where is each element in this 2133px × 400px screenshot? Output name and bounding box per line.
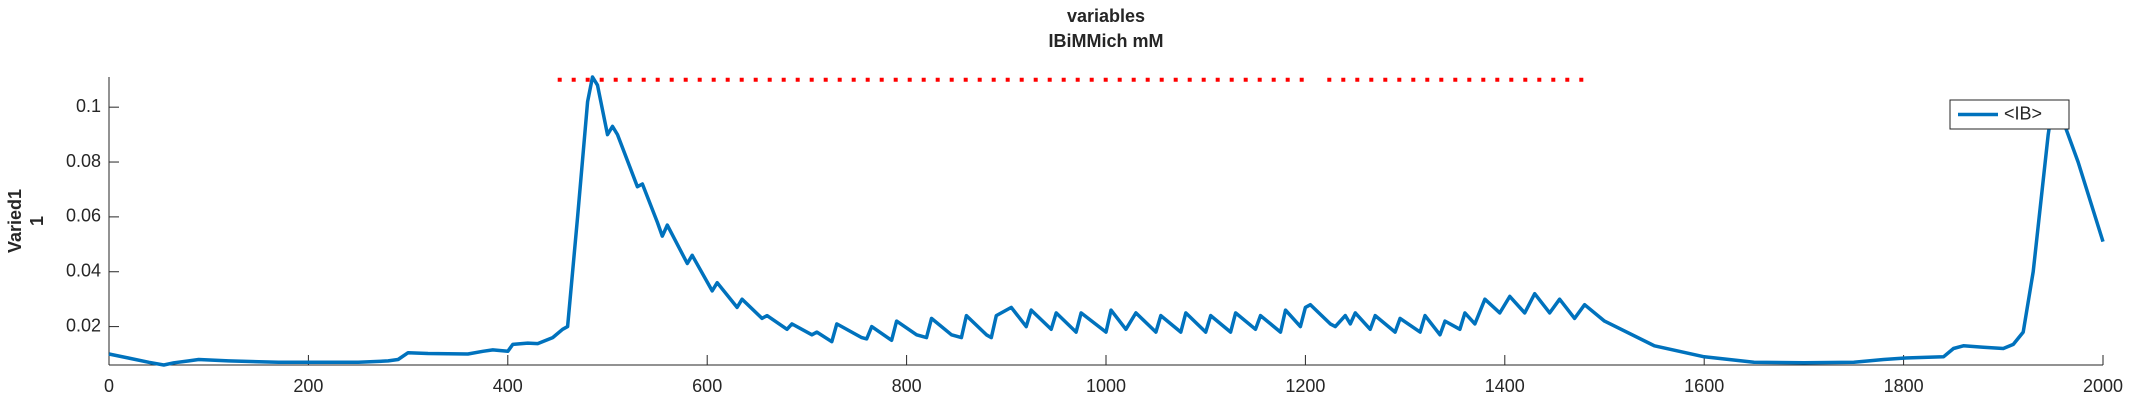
x-tick-label: 0 bbox=[104, 376, 114, 396]
y-label-line: 1 bbox=[27, 216, 47, 226]
x-tick-label: 600 bbox=[692, 376, 722, 396]
data-line bbox=[108, 75, 2105, 367]
x-tick-label: 400 bbox=[493, 376, 523, 396]
chart-title: IBiMMich mM bbox=[1049, 31, 1164, 51]
chart-title: variables bbox=[1067, 6, 1145, 26]
x-tick-label: 1400 bbox=[1485, 376, 1525, 396]
y-tick-label: 0.02 bbox=[66, 315, 101, 335]
y-label-line: Varied1 bbox=[5, 189, 25, 253]
legend-label: <IB> bbox=[2004, 103, 2042, 123]
y-tick-label: 0.06 bbox=[66, 206, 101, 226]
x-tick-label: 2000 bbox=[2083, 376, 2123, 396]
x-tick-label: 1000 bbox=[1086, 376, 1126, 396]
x-tick-label: 1600 bbox=[1684, 376, 1724, 396]
x-tick-label: 1200 bbox=[1285, 376, 1325, 396]
legend bbox=[1949, 99, 2070, 130]
x-tick-label: 1800 bbox=[1884, 376, 1924, 396]
y-tick-label: 0.1 bbox=[76, 96, 101, 116]
x-tick-label: 200 bbox=[293, 376, 323, 396]
y-label: Varied1 1 bbox=[5, 189, 47, 253]
y-tick-label: 0.08 bbox=[66, 151, 101, 171]
x-tick-label: 800 bbox=[892, 376, 922, 396]
y-tick-label: 0.04 bbox=[66, 260, 101, 280]
